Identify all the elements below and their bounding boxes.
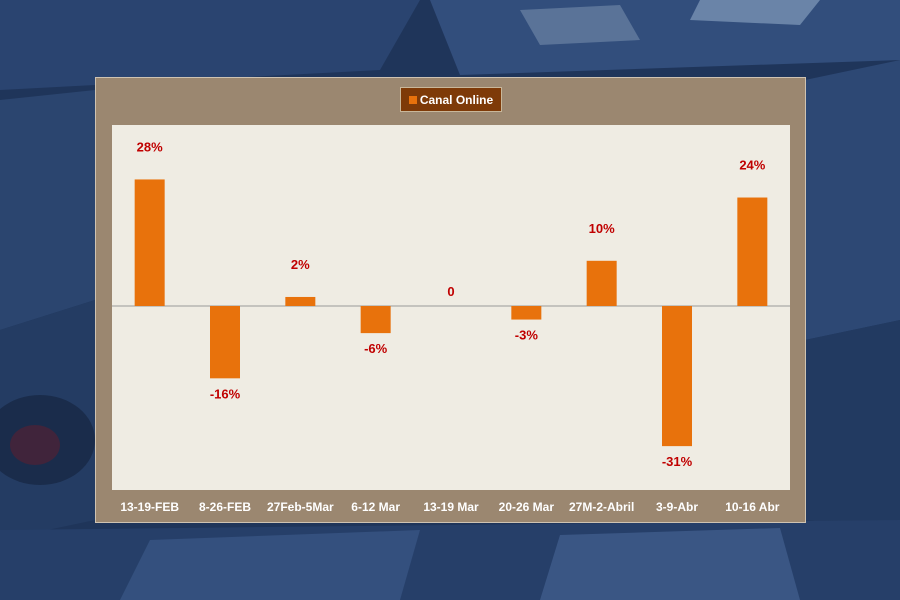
legend[interactable]: Canal Online (400, 87, 502, 112)
bar-20-26-mar[interactable] (511, 306, 542, 320)
category-label: 6-12 Mar (351, 500, 400, 514)
bar-8-26-feb[interactable] (210, 306, 240, 379)
category-label: 13-19 Mar (423, 500, 479, 514)
bar-13-19-feb[interactable] (134, 179, 165, 306)
data-label: -6% (364, 341, 388, 356)
category-label: 3-9-Abr (655, 500, 698, 514)
category-label: 13-19-FEB (120, 500, 179, 514)
category-label: 20-26 Mar (498, 500, 555, 514)
data-label: 24% (739, 158, 765, 173)
bar-3-9-abr[interactable] (662, 306, 692, 447)
data-label: 0 (447, 284, 454, 299)
bar-6-12-mar[interactable] (360, 306, 391, 334)
category-label: 27M-2-Abril (568, 500, 635, 514)
bar-27feb-5mar[interactable] (285, 296, 316, 306)
bar-10-16-abr[interactable] (737, 197, 768, 306)
data-label: 2% (291, 257, 310, 272)
category-label: 10-16 Abr (725, 500, 780, 514)
bar-27m-2-abril[interactable] (586, 260, 617, 306)
plot-area: 28% -16% 2% -6% 0 -3% 10% -31% 24% (112, 125, 790, 490)
legend-label: Canal Online (419, 92, 494, 107)
legend-swatch (408, 95, 417, 104)
chart-panel: Canal Online 28% -16% 2% -6% 0 -3% 10% -31% 24% (96, 78, 805, 522)
bar-chart: 28% -16% 2% -6% 0 -3% 10% -31% 24% (112, 139, 790, 469)
data-label: 28% (137, 139, 163, 154)
data-label: -31% (662, 454, 693, 469)
data-label: -16% (210, 386, 241, 401)
data-label: 10% (589, 221, 615, 236)
data-label: -3% (515, 328, 539, 343)
category-label: 8-26-FEB (198, 500, 251, 514)
category-label: 27Feb-5Mar (266, 500, 334, 514)
